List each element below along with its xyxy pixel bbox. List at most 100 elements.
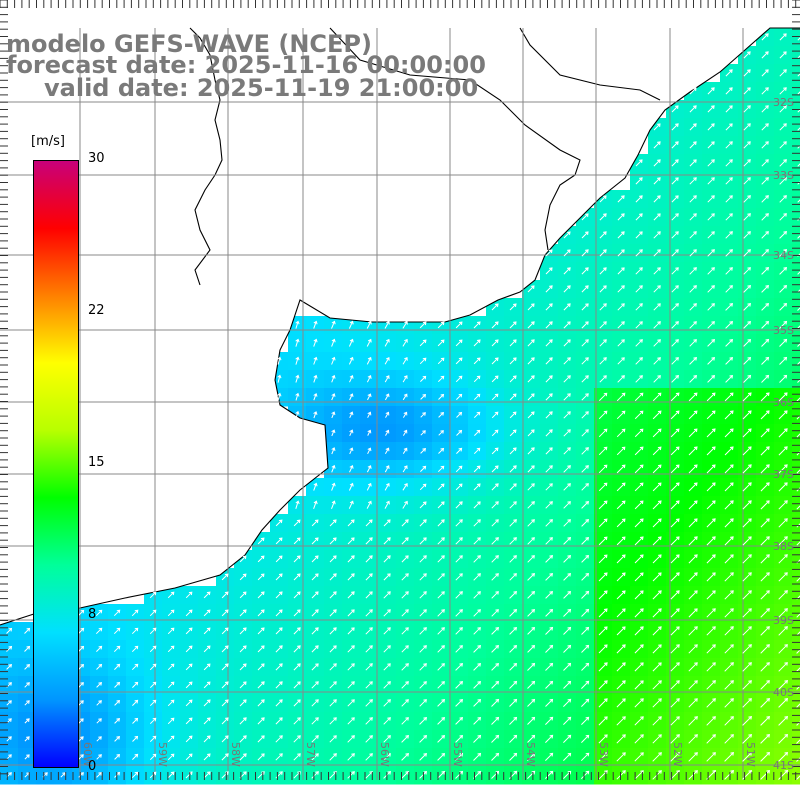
wind-arrow [724, 554, 734, 564]
wind-arrow [491, 303, 499, 311]
wind-arrow [402, 447, 408, 454]
latitude-label: 32S [773, 96, 794, 109]
wind-arrow [652, 716, 662, 726]
wind-arrow [239, 645, 247, 653]
wind-arrow [653, 195, 661, 203]
wind-arrow [527, 698, 536, 707]
wind-arrow [277, 356, 282, 365]
wind-arrow [527, 555, 535, 563]
wind-arrow [724, 464, 734, 474]
wind-arrow [474, 429, 481, 436]
wind-arrow [293, 573, 301, 581]
wind-arrow [455, 501, 463, 509]
wind-arrow [349, 375, 354, 383]
wind-arrow [599, 375, 607, 383]
wind-arrow [455, 555, 463, 563]
wind-arrow [725, 320, 734, 329]
wind-arrow [509, 501, 517, 509]
wind-arrow [581, 680, 590, 689]
wind-arrow [366, 320, 372, 329]
latitude-label: 34S [773, 249, 794, 262]
wind-arrow [455, 716, 464, 725]
wind-arrow [616, 464, 626, 474]
wind-cell [792, 298, 800, 317]
wind-arrow [257, 573, 265, 581]
wind-arrow [652, 572, 662, 582]
wind-arrow [509, 483, 517, 491]
wind-arrow [293, 645, 301, 653]
wind-arrow [778, 662, 788, 672]
wind-arrow [689, 356, 698, 365]
wind-arrow [295, 374, 300, 383]
wind-arrow [563, 716, 572, 725]
wind-arrow [617, 285, 625, 293]
wind-arrow [581, 339, 589, 347]
wind-arrow [635, 249, 643, 257]
wind-arrow [652, 626, 662, 636]
wind-arrow [725, 338, 734, 347]
wind-arrow [796, 451, 800, 456]
latitude-label: 40S [773, 686, 794, 699]
wind-arrow [509, 644, 518, 653]
wind-arrow [456, 411, 463, 418]
wind-arrow [420, 430, 426, 436]
wind-arrow [706, 734, 716, 744]
wind-arrow [724, 751, 735, 762]
wind-arrow [653, 231, 661, 239]
wind-arrow [527, 303, 535, 311]
wind-arrow [149, 753, 157, 761]
wind-arrow [275, 627, 283, 635]
wind-arrow [706, 572, 716, 582]
wind-arrow [331, 482, 336, 491]
wind-arrow [688, 680, 698, 690]
title-forecast-date: forecast date: 2025-11-16 00:00:00 [6, 51, 486, 79]
wind-arrow [6, 645, 13, 652]
wind-arrow [347, 771, 355, 779]
wind-arrow [473, 627, 481, 635]
wind-arrow [742, 733, 753, 744]
wind-arrow [689, 285, 697, 293]
wind-arrow [491, 519, 499, 527]
wind-arrow [402, 320, 408, 329]
wind-arrow [778, 734, 788, 744]
latitude-label: 33S [773, 169, 794, 182]
wind-arrow [419, 591, 427, 599]
wind-arrow [797, 199, 800, 203]
wind-arrow [331, 338, 336, 347]
wind-arrow [581, 483, 589, 491]
wind-arrow [402, 356, 408, 365]
wind-arrow [581, 213, 589, 221]
wind-arrow [419, 357, 427, 365]
wind-arrow [419, 645, 427, 653]
wind-arrow [348, 338, 354, 347]
latitude-labels: 32S 33S 34S 35S 36S 37S 38S 39S 40S 41S [773, 96, 794, 772]
wind-arrow [132, 735, 139, 742]
wind-arrow [545, 375, 553, 383]
wind-arrow [473, 573, 481, 581]
wind-arrow [742, 644, 752, 654]
wind-arrow [725, 141, 733, 149]
wind-arrow [761, 249, 769, 257]
wind-arrow [598, 608, 608, 618]
wind-arrow [293, 609, 301, 617]
wind-arrow [96, 771, 103, 778]
wind-arrow [365, 699, 373, 707]
wind-arrow [598, 446, 608, 456]
wind-arrow [437, 753, 445, 761]
wind-cell [792, 550, 800, 569]
wind-arrow [760, 464, 770, 474]
wind-arrow [78, 718, 84, 724]
wind-arrow [331, 429, 336, 437]
wind-cell [792, 46, 800, 65]
wind-arrow [293, 717, 301, 725]
wind-arrow [761, 141, 769, 149]
wind-cell [792, 190, 800, 209]
wind-arrow [221, 699, 229, 707]
wind-arrow [365, 753, 373, 761]
wind-arrow [437, 465, 445, 473]
wind-arrow [760, 697, 771, 708]
wind-arrow [742, 769, 753, 780]
wind-arrow [796, 721, 800, 726]
wind-arrow [725, 177, 733, 185]
wind-arrow [724, 769, 735, 780]
